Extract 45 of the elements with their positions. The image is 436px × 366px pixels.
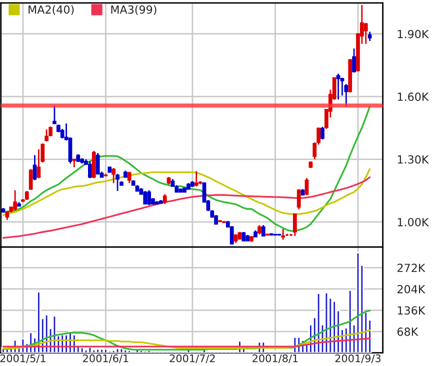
y-tick-label: 1.90K bbox=[398, 30, 429, 38]
candlestick bbox=[261, 224, 266, 237]
line-series bbox=[2, 106, 371, 232]
y-tick-label: 1.60K bbox=[398, 92, 429, 101]
candlestick bbox=[162, 193, 167, 205]
candlestick bbox=[281, 228, 286, 240]
line-series bbox=[2, 329, 371, 350]
x-tick-label: 2001/9/3 bbox=[335, 354, 381, 364]
x-tick-label: 2001/7/2 bbox=[170, 354, 215, 364]
candlestick bbox=[44, 128, 49, 142]
candlestick bbox=[52, 104, 56, 124]
candlestick bbox=[112, 167, 116, 184]
candlestick bbox=[292, 213, 297, 237]
candlestick bbox=[32, 154, 37, 181]
candlestick bbox=[116, 173, 120, 192]
candlestick bbox=[336, 72, 340, 100]
y-tick-label: 1.30K bbox=[398, 155, 429, 164]
line-series bbox=[2, 176, 371, 239]
candlestick bbox=[368, 31, 372, 42]
legend-label: MA3(99) bbox=[111, 5, 156, 16]
candlestick bbox=[143, 190, 148, 205]
candlestick bbox=[258, 224, 262, 236]
y-tick-label: 68K bbox=[397, 328, 418, 336]
y-tick-label: 136K bbox=[398, 306, 426, 315]
x-tick-label: 2001/8/1 bbox=[252, 354, 298, 364]
candlestick bbox=[13, 190, 17, 212]
x-tick-label: 2001/5/1 bbox=[0, 354, 46, 364]
y-tick-label: 204K bbox=[398, 284, 426, 294]
bar bbox=[119, 348, 124, 353]
candlestick bbox=[352, 48, 356, 74]
x-tick-label: 2001/6/1 bbox=[83, 354, 128, 364]
candlestick bbox=[194, 170, 198, 188]
candlestick bbox=[364, 22, 368, 45]
legend-label: MA2(40) bbox=[28, 5, 74, 16]
candlestick bbox=[88, 160, 92, 179]
candlestick bbox=[96, 152, 100, 176]
y-tick-label: 1.00K bbox=[398, 218, 429, 226]
candlestick bbox=[304, 177, 309, 196]
candlestick bbox=[147, 190, 152, 206]
candlestick bbox=[296, 188, 301, 210]
y-tick-label: 272K bbox=[398, 264, 426, 272]
candlestick bbox=[230, 225, 234, 245]
candlestick bbox=[340, 77, 344, 96]
candlestick bbox=[40, 142, 45, 164]
candlestick bbox=[320, 126, 324, 140]
